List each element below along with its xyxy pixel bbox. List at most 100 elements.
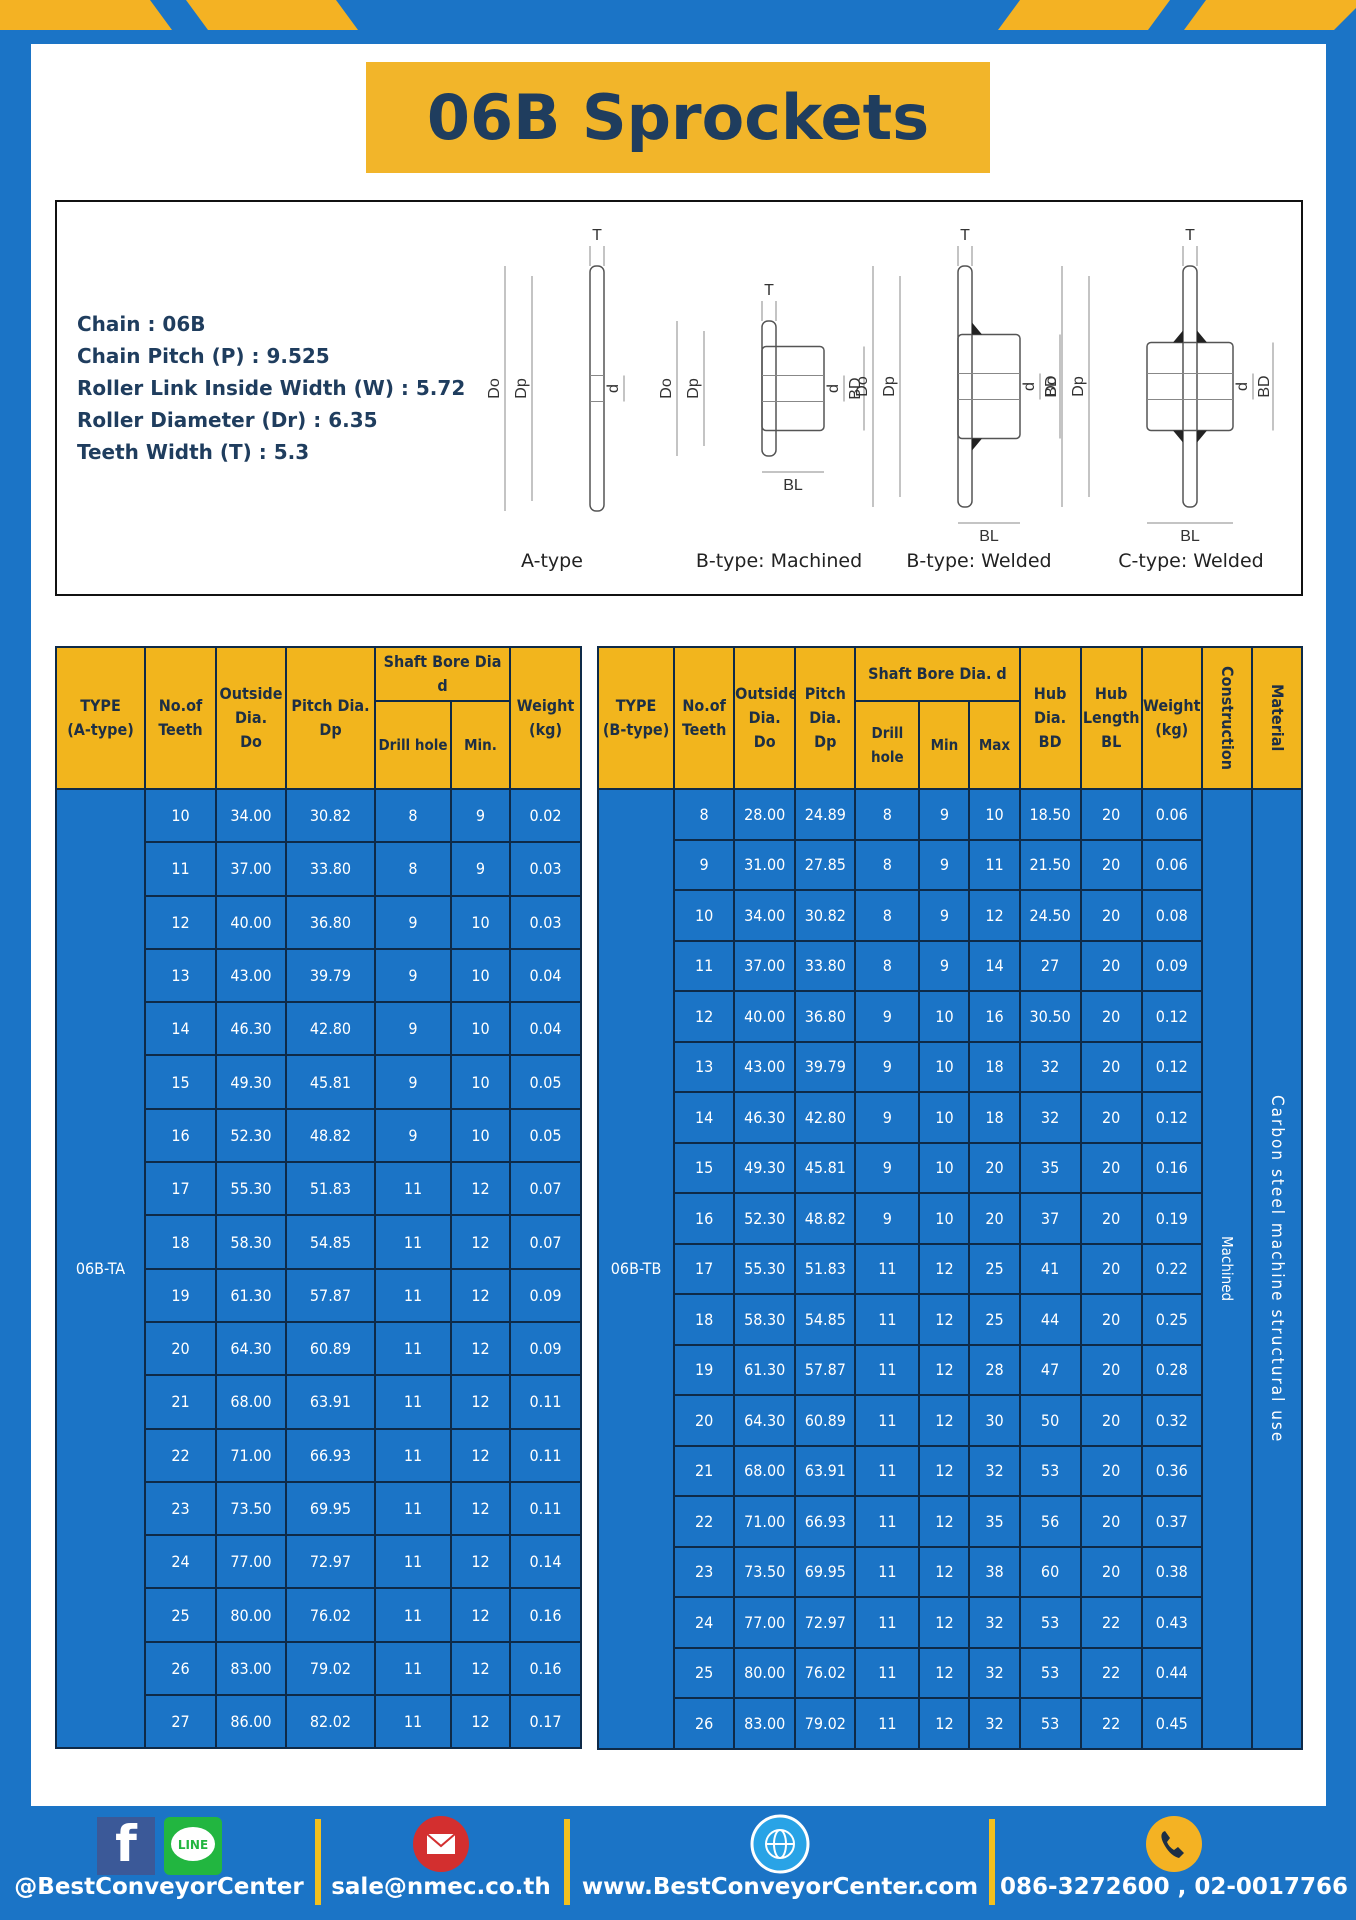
data-row: 20 64.30 60.89 11 12 30 50 20 0.32 [598,1394,1302,1447]
header-row: TYPE (A-type) No.of Teeth Outside Dia. Do Pitch… [55,646,582,790]
header-line: Shaft Bore Dia d [383,652,502,695]
data-cell: 9 [374,894,452,950]
data-cell: 24.89 [794,788,857,841]
data-cell: 10 [918,1091,971,1144]
data-cell: 0.03 [509,894,582,950]
header-line: Weight [516,696,575,715]
data-cell: 66.93 [285,1427,376,1483]
data-cell: 16 [968,990,1021,1043]
footer-icons: f LINE [97,1814,1202,1875]
dimension-label: d [605,384,622,393]
data-cell: 10 [450,1107,511,1164]
data-cell: 33.80 [285,841,376,897]
data-cell: 37 [1018,1192,1082,1245]
data-cell: 53 [1018,1596,1082,1649]
diagram-box: Chain : 06B Chain Pitch (P) : 9.525 Roll… [55,200,1303,596]
dimension-label: BL [783,477,803,494]
handset [1161,1831,1184,1858]
email: sale@nmec.co.th [331,1874,551,1900]
header-row: TYPE (B-type) No.of Teeth Outside Dia. Do Pitch… [596,646,1304,790]
data-cell: 32 [968,1596,1021,1649]
data-cell: 76.02 [285,1587,376,1643]
weld [1197,430,1207,443]
data-cell: 11 [854,1495,921,1548]
data-row: 11 37.00 33.80 8 9 0.03 [56,841,582,897]
data-cell: 0.37 [1140,1495,1203,1548]
data-cell: 80.00 [733,1646,797,1699]
data-cell: 11 [854,1343,921,1396]
data-cell: 80.00 [215,1587,287,1643]
data-cell: 12 [450,1427,511,1483]
data-cell: 10 [450,894,511,950]
data-row: 18 58.30 54.85 11 12 25 44 20 0.25 [598,1293,1302,1346]
data-cell: 9 [374,1001,452,1057]
data-cell: 68.00 [215,1374,287,1430]
spec: Chain : 06B [77,312,206,336]
data-cell: 60.89 [285,1320,376,1377]
dimension-label: BD [847,377,864,399]
data-cell: 10 [918,990,971,1043]
header-line: Do [240,732,262,751]
subheader-cell: Min [918,700,971,790]
data-cell: 11 [968,838,1021,891]
line-bubble [171,1827,215,1861]
dimension-label: Dp [685,378,702,399]
dimension-label: d [1021,382,1038,391]
data-cell: 0.16 [509,1587,582,1643]
data-cell: 20 [1079,1141,1143,1194]
header-line: Dp [319,720,342,739]
website: www.BestConveyorCenter.com [581,1874,979,1900]
data-cell: 20 [1079,1495,1143,1548]
data-cell: 0.11 [509,1480,582,1537]
data-cell: 32 [968,1646,1021,1699]
weld [972,438,982,451]
data-cell: 12 [450,1214,511,1270]
data-cell: 10 [968,788,1021,841]
data-cell: 20 [1079,1192,1143,1245]
data-cell: 8 [673,788,736,841]
data-cell: 11 [374,1374,452,1430]
data-cell: 12 [450,1161,511,1217]
data-cell: 68.00 [733,1444,797,1497]
data-cell: 17 [673,1242,736,1295]
data-cell: 8 [374,787,452,844]
data-cell: 35 [968,1495,1021,1548]
data-row: 16 52.30 48.82 9 10 20 37 20 0.19 [598,1192,1302,1245]
data-cell: 57.87 [285,1267,376,1323]
data-cell: 41 [1018,1242,1082,1295]
data-cell: 40.00 [733,990,797,1043]
data-cell: 12 [918,1495,971,1548]
header-line: Pitch Dia. [291,696,370,715]
data-cell: 50 [1018,1394,1082,1447]
data-row: 16 52.30 48.82 9 10 0.05 [56,1107,582,1164]
data-row: 15 49.30 45.81 9 10 0.05 [56,1054,582,1110]
data-cell: 61.30 [215,1267,287,1323]
data-cell: 26 [144,1640,217,1697]
data-cell: 0.03 [509,841,582,897]
data-cell: 9 [854,990,921,1043]
data-cell: 34.00 [733,889,797,942]
data-cell: 71.00 [215,1427,287,1483]
header-line: Do [753,732,776,751]
data-cell: 77.00 [215,1534,287,1590]
data-cell: 15 [144,1054,217,1110]
data-row: 14 46.30 42.80 9 10 0.04 [56,1001,582,1057]
header-cell: No.of Teeth [144,646,217,790]
data-cell: 9 [854,1141,921,1194]
data-cell: 12 [918,1293,971,1346]
divider [564,1819,570,1905]
data-row: 11 37.00 33.80 8 9 14 27 20 0.09 [598,939,1302,992]
data-cell: 76.02 [794,1646,857,1699]
data-cell: 69.95 [285,1480,376,1537]
data-cell: 16 [144,1107,217,1164]
header-line: Dia. [748,708,781,727]
data-cell: 43.00 [733,1040,797,1093]
data-cell: 39.79 [285,947,376,1004]
data-cell: 9 [374,1054,452,1110]
data-cell: 69.95 [794,1545,857,1598]
data-row: 14 46.30 42.80 9 10 18 32 20 0.12 [598,1091,1302,1144]
data-cell: 77.00 [733,1596,797,1649]
spec: Chain Pitch (P) : 9.525 [77,344,330,368]
data-cell: 46.30 [733,1091,797,1144]
data-cell: 11 [374,1587,452,1643]
